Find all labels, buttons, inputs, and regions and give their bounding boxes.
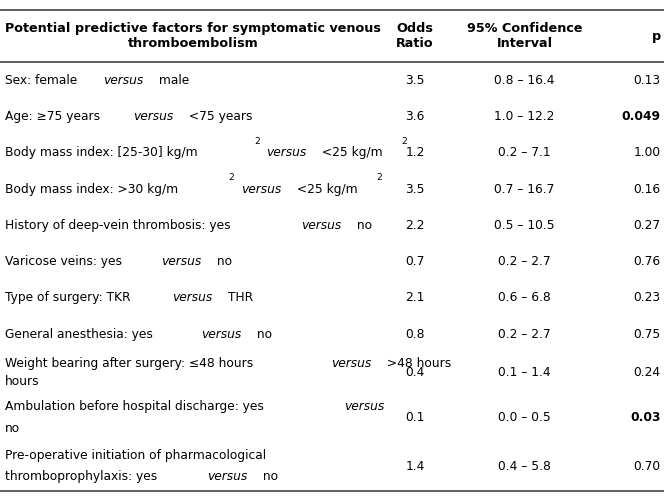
Text: 2.1: 2.1 bbox=[405, 291, 425, 305]
Text: 0.13: 0.13 bbox=[633, 74, 661, 87]
Text: Body mass index: >30 kg/m: Body mass index: >30 kg/m bbox=[5, 182, 179, 196]
Text: versus: versus bbox=[241, 182, 282, 196]
Text: versus: versus bbox=[133, 110, 173, 123]
Text: p: p bbox=[651, 29, 661, 43]
Text: Sex: female: Sex: female bbox=[5, 74, 82, 87]
Text: 1.0 – 12.2: 1.0 – 12.2 bbox=[495, 110, 554, 123]
Text: Type of surgery: TKR: Type of surgery: TKR bbox=[5, 291, 135, 305]
Text: Age: ≥75 years: Age: ≥75 years bbox=[5, 110, 104, 123]
Text: 0.2 – 2.7: 0.2 – 2.7 bbox=[498, 328, 551, 341]
Text: Ambulation before hospital discharge: yes: Ambulation before hospital discharge: ye… bbox=[5, 400, 268, 414]
Text: 0.8: 0.8 bbox=[405, 328, 425, 341]
Text: Pre-operative initiation of pharmacological: Pre-operative initiation of pharmacologi… bbox=[5, 449, 266, 462]
Text: General anesthesia: yes: General anesthesia: yes bbox=[5, 328, 157, 341]
Text: versus: versus bbox=[266, 146, 307, 160]
Text: 0.03: 0.03 bbox=[630, 411, 661, 424]
Text: 0.1: 0.1 bbox=[405, 411, 425, 424]
Text: Varicose veins: yes: Varicose veins: yes bbox=[5, 255, 126, 268]
Text: no: no bbox=[213, 255, 232, 268]
Text: <25 kg/m: <25 kg/m bbox=[318, 146, 383, 160]
Text: 2: 2 bbox=[254, 137, 260, 146]
Text: versus: versus bbox=[201, 328, 242, 341]
Text: 3.6: 3.6 bbox=[405, 110, 425, 123]
Text: 0.8 – 16.4: 0.8 – 16.4 bbox=[494, 74, 555, 87]
Text: 0.2 – 7.1: 0.2 – 7.1 bbox=[498, 146, 551, 160]
Text: Odds
Ratio: Odds Ratio bbox=[396, 22, 434, 50]
Text: 2: 2 bbox=[402, 137, 408, 146]
Text: <75 years: <75 years bbox=[185, 110, 252, 123]
Text: 0.049: 0.049 bbox=[622, 110, 661, 123]
Text: Weight bearing after surgery: ≤48 hours: Weight bearing after surgery: ≤48 hours bbox=[5, 357, 258, 370]
Text: THR: THR bbox=[224, 291, 253, 305]
Text: 3.5: 3.5 bbox=[405, 74, 425, 87]
Text: 0.23: 0.23 bbox=[633, 291, 661, 305]
Text: no: no bbox=[5, 421, 21, 435]
Text: 95% Confidence
Interval: 95% Confidence Interval bbox=[467, 22, 582, 50]
Text: 0.1 – 1.4: 0.1 – 1.4 bbox=[498, 366, 551, 379]
Text: 0.7: 0.7 bbox=[405, 255, 425, 268]
Text: 0.70: 0.70 bbox=[633, 460, 661, 473]
Text: versus: versus bbox=[345, 400, 384, 414]
Text: 0.4: 0.4 bbox=[405, 366, 425, 379]
Text: no: no bbox=[253, 328, 272, 341]
Text: no: no bbox=[353, 219, 373, 232]
Text: Body mass index: [25-30] kg/m: Body mass index: [25-30] kg/m bbox=[5, 146, 198, 160]
Text: 0.6 – 6.8: 0.6 – 6.8 bbox=[498, 291, 551, 305]
Text: male: male bbox=[155, 74, 190, 87]
Text: 1.2: 1.2 bbox=[405, 146, 425, 160]
Text: 0.0 – 0.5: 0.0 – 0.5 bbox=[498, 411, 551, 424]
Text: 0.27: 0.27 bbox=[633, 219, 661, 232]
Text: <25 kg/m: <25 kg/m bbox=[293, 182, 358, 196]
Text: 2: 2 bbox=[228, 173, 234, 182]
Text: 0.75: 0.75 bbox=[633, 328, 661, 341]
Text: 2.2: 2.2 bbox=[405, 219, 425, 232]
Text: 1.00: 1.00 bbox=[633, 146, 661, 160]
Text: no: no bbox=[259, 470, 278, 484]
Text: versus: versus bbox=[207, 470, 247, 484]
Text: 0.24: 0.24 bbox=[633, 366, 661, 379]
Text: thromboprophylaxis: yes: thromboprophylaxis: yes bbox=[5, 470, 161, 484]
Text: hours: hours bbox=[5, 375, 40, 388]
Text: versus: versus bbox=[331, 357, 371, 370]
Text: 3.5: 3.5 bbox=[405, 182, 425, 196]
Text: versus: versus bbox=[301, 219, 342, 232]
Text: 0.5 – 10.5: 0.5 – 10.5 bbox=[494, 219, 555, 232]
Text: versus: versus bbox=[172, 291, 212, 305]
Text: 0.4 – 5.8: 0.4 – 5.8 bbox=[498, 460, 551, 473]
Text: 0.16: 0.16 bbox=[633, 182, 661, 196]
Text: 2: 2 bbox=[376, 173, 382, 182]
Text: Potential predictive factors for symptomatic venous
thromboembolism: Potential predictive factors for symptom… bbox=[5, 22, 381, 50]
Text: 0.76: 0.76 bbox=[633, 255, 661, 268]
Text: History of deep-vein thrombosis: yes: History of deep-vein thrombosis: yes bbox=[5, 219, 235, 232]
Text: 0.7 – 16.7: 0.7 – 16.7 bbox=[495, 182, 554, 196]
Text: >48 hours: >48 hours bbox=[382, 357, 451, 370]
Text: versus: versus bbox=[104, 74, 144, 87]
Text: 1.4: 1.4 bbox=[405, 460, 425, 473]
Text: 0.2 – 2.7: 0.2 – 2.7 bbox=[498, 255, 551, 268]
Text: versus: versus bbox=[161, 255, 202, 268]
